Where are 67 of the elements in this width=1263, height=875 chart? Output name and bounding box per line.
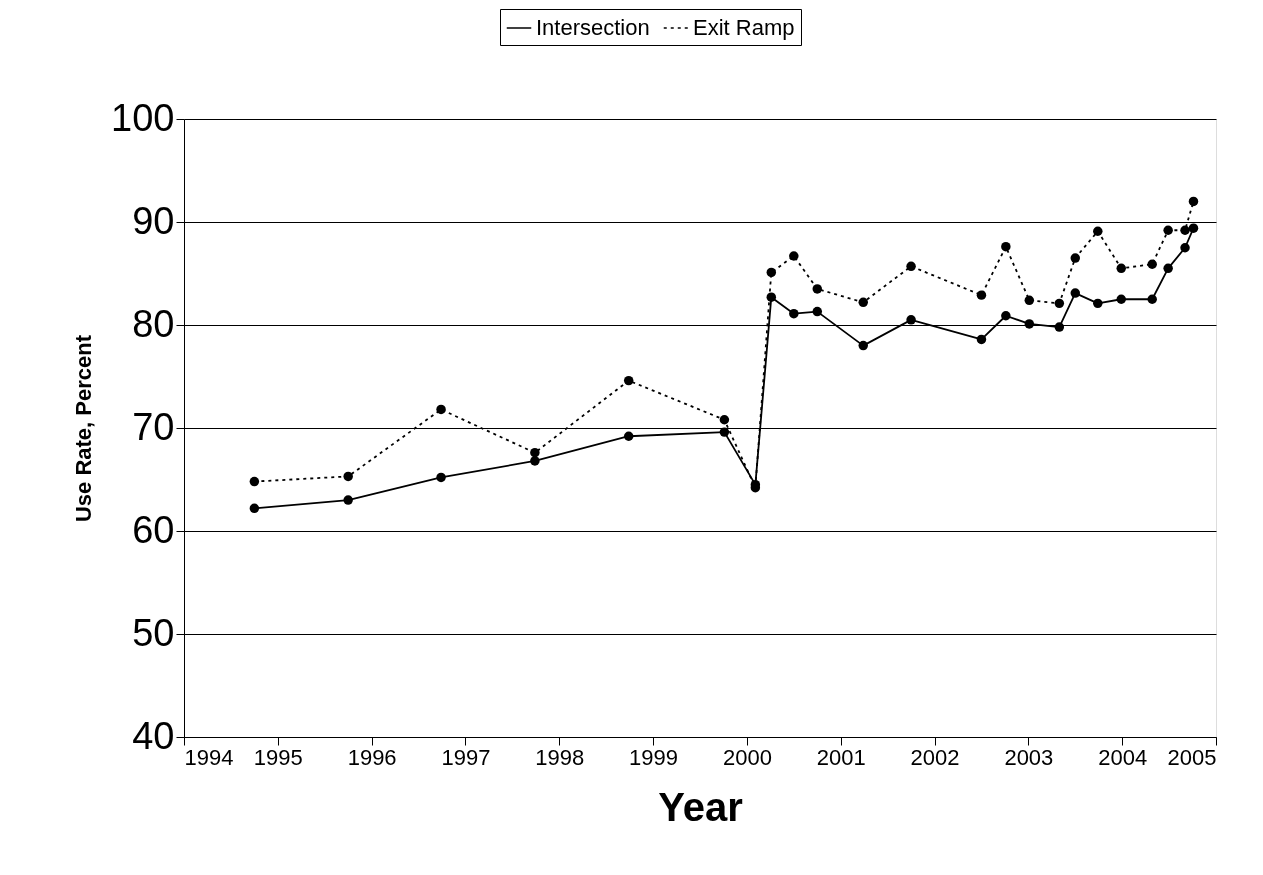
point bbox=[249, 503, 260, 514]
point bbox=[343, 471, 353, 482]
point bbox=[789, 251, 799, 261]
x-tick-label: 1998 bbox=[535, 744, 585, 770]
point bbox=[1093, 226, 1103, 236]
point bbox=[436, 404, 446, 415]
point bbox=[530, 447, 540, 458]
legend-label: Intersection bbox=[536, 15, 650, 40]
point bbox=[1116, 294, 1126, 304]
x-tick-label: 2003 bbox=[1004, 744, 1054, 770]
point bbox=[343, 495, 353, 505]
point bbox=[1024, 319, 1035, 329]
x-tick-label: 1999 bbox=[629, 744, 679, 770]
point bbox=[1001, 241, 1011, 252]
point bbox=[766, 267, 777, 278]
point bbox=[858, 297, 868, 308]
point bbox=[1163, 263, 1173, 274]
point bbox=[1180, 225, 1190, 235]
point bbox=[1054, 322, 1065, 332]
point bbox=[789, 308, 799, 319]
x-tick-label: 1995 bbox=[253, 744, 303, 770]
point bbox=[1163, 225, 1173, 235]
point bbox=[719, 427, 730, 437]
point bbox=[1147, 294, 1157, 304]
legend-label: Exit Ramp bbox=[693, 15, 795, 40]
y-tick-label: 40 bbox=[132, 714, 175, 757]
point bbox=[530, 456, 540, 466]
point bbox=[858, 340, 868, 351]
x-tick-label: 2005 bbox=[1167, 744, 1217, 770]
x-tick-label: 2002 bbox=[910, 744, 960, 770]
point bbox=[623, 375, 634, 386]
point bbox=[1001, 311, 1011, 321]
point bbox=[906, 315, 916, 325]
y-tick-label: 60 bbox=[132, 508, 175, 551]
point bbox=[766, 292, 777, 302]
point bbox=[976, 290, 987, 300]
point bbox=[1070, 253, 1081, 263]
y-axis-title: Use Rate, Percent bbox=[71, 334, 97, 523]
point bbox=[719, 415, 730, 425]
point bbox=[623, 431, 634, 441]
y-tick-label: 70 bbox=[132, 405, 175, 448]
point bbox=[906, 261, 916, 272]
x-tick-label: 2001 bbox=[816, 744, 866, 770]
point bbox=[1070, 288, 1081, 298]
point bbox=[1188, 196, 1199, 207]
x-tick-label: 1994 bbox=[184, 744, 234, 770]
y-tick-label: 80 bbox=[132, 302, 175, 345]
point bbox=[812, 284, 823, 294]
point bbox=[436, 472, 446, 483]
point bbox=[1180, 243, 1190, 253]
x-tick-label: 1997 bbox=[441, 744, 491, 770]
point bbox=[1093, 298, 1103, 309]
point bbox=[1024, 295, 1035, 306]
point bbox=[976, 334, 987, 345]
point bbox=[1147, 259, 1157, 269]
point bbox=[249, 476, 260, 487]
point bbox=[1188, 223, 1199, 233]
point bbox=[1054, 298, 1065, 309]
x-tick-label: 1996 bbox=[347, 744, 397, 770]
y-tick-label: 100 bbox=[111, 96, 175, 139]
x-axis-title: Year bbox=[658, 784, 743, 829]
x-tick-label: 2000 bbox=[722, 744, 772, 770]
y-tick-label: 90 bbox=[132, 199, 175, 242]
point bbox=[812, 306, 823, 317]
point bbox=[1116, 263, 1126, 274]
y-tick-label: 50 bbox=[132, 611, 175, 654]
x-tick-label: 2004 bbox=[1098, 744, 1148, 770]
